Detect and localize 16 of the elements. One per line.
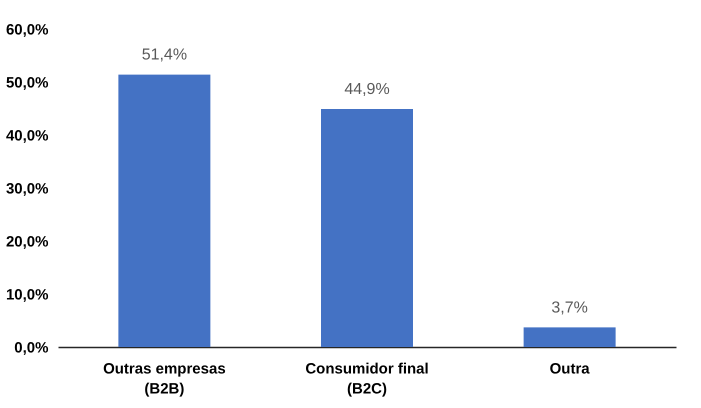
bar — [524, 327, 616, 347]
y-tick-label: 30,0% — [6, 180, 48, 198]
y-tick-label: 50,0% — [6, 74, 48, 92]
x-tick-label: Consumidor final (B2C) — [305, 360, 429, 398]
data-label: 3,7% — [551, 299, 588, 316]
bar — [118, 74, 210, 347]
data-label: 51,4% — [142, 46, 188, 64]
bar — [321, 109, 413, 347]
y-tick-label: 20,0% — [6, 234, 48, 250]
y-tick-label: 60,0% — [6, 22, 48, 38]
y-tick-label: 0,0% — [14, 340, 48, 356]
y-tick-label: 10,0% — [6, 286, 48, 304]
x-tick-label: Outras empresas (B2B) — [103, 360, 226, 398]
x-tick-label: Outra — [550, 360, 590, 378]
data-label: 44,9% — [344, 81, 390, 98]
y-tick-label: 40,0% — [6, 128, 48, 144]
